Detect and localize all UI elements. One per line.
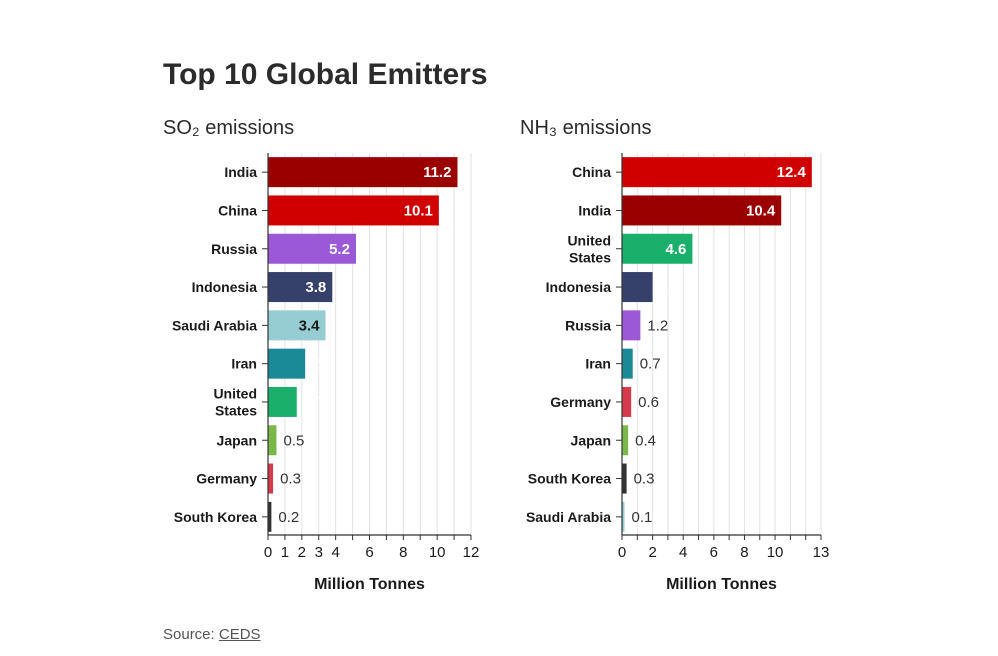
bar [268,310,326,341]
category-label: Iran [231,356,257,372]
source-note: Source: CEDS [163,626,261,643]
value-label: 10.1 [404,202,433,219]
bar [268,195,439,226]
value-label: 3.8 [305,279,326,296]
category-label: China [572,164,611,180]
category-label: Saudi Arabia [526,509,611,525]
x-tick-label: 4 [679,544,687,561]
x-tick-label: 2 [648,544,656,561]
x-tick-label: 1 [281,544,289,561]
value-label: 12.4 [777,164,807,181]
value-label: 0.5 [283,432,304,449]
value-label: 0.1 [632,509,653,526]
value-label: 4.6 [666,241,687,258]
value-label: 0.6 [638,394,659,411]
x-tick-label: 6 [365,544,373,561]
category-label: United States [567,232,611,265]
category-label: Japan [571,432,611,448]
value-label: 1.2 [647,317,668,334]
x-tick-label: 8 [399,544,407,561]
category-label: Indonesia [192,279,258,295]
value-label: 11.2 [423,164,451,181]
value-label: 2 [660,279,668,296]
x-tick-label: 0 [264,544,272,561]
nh3-chart: NH₃ emissions China 12.4 India 10.4 United Sta… [520,117,829,593]
x-tick-label: 13 [813,544,830,561]
value-label: 10.4 [746,202,776,219]
bar [622,463,627,494]
bar [622,272,653,303]
category-label: India [224,164,257,180]
x-axis-label: Million Tonnes [314,576,425,593]
x-tick-label: 6 [710,544,718,561]
x-tick-label: 12 [463,544,480,561]
chart-subtitle: NH₃ emissions [520,117,652,139]
category-label: Indonesia [546,279,612,295]
chart-subtitle: SO₂ emissions [163,117,294,139]
category-label: Germany [550,394,611,410]
value-label: 0.4 [635,432,656,449]
bar [268,272,333,303]
value-label: 0.2 [278,509,299,526]
source-link[interactable]: CEDS [218,626,261,643]
x-tick-label: 4 [331,544,339,561]
page-title: Top 10 Global Emitters [163,58,488,91]
value-label: 3.4 [299,317,321,334]
x-tick-label: 10 [429,544,446,561]
category-label: Japan [217,432,257,448]
bar [268,348,306,379]
bar [622,310,641,341]
bar [622,386,632,417]
bar [622,348,633,379]
bar [622,195,782,226]
bar [268,233,356,264]
bar [622,501,625,532]
category-label: South Korea [528,471,611,487]
bar [622,233,693,264]
category-label: South Korea [174,509,257,525]
category-label: Saudi Arabia [172,317,257,333]
value-label: 1.7 [304,394,325,411]
category-label: China [218,202,257,218]
bar [622,157,812,188]
value-label: 0.3 [280,471,301,488]
value-label: 0.3 [634,471,655,488]
x-tick-label: 8 [740,544,748,561]
category-label: Iran [585,356,611,372]
x-axis-label: Million Tonnes [666,576,777,593]
bar [268,157,458,188]
value-label: 2.2 [312,356,333,373]
category-label: Russia [565,317,611,333]
x-tick-label: 10 [767,544,784,561]
x-tick-label: 0 [618,544,626,561]
category-label: Germany [196,471,257,487]
category-label: Russia [211,241,257,257]
value-label: 5.2 [329,241,350,258]
category-label: United States [213,385,257,418]
bar [268,501,272,532]
value-label: 0.7 [640,356,661,373]
bar [622,425,629,456]
bar [268,425,277,456]
so2-chart: SO₂ emissions India 11.2 China 10.1 Russia 5.2… [163,117,479,593]
x-tick-label: 3 [315,544,323,561]
x-tick-label: 2 [298,544,306,561]
bar [268,386,297,417]
bar [268,463,274,494]
category-label: India [578,202,611,218]
source-prefix: Source: [163,626,219,643]
